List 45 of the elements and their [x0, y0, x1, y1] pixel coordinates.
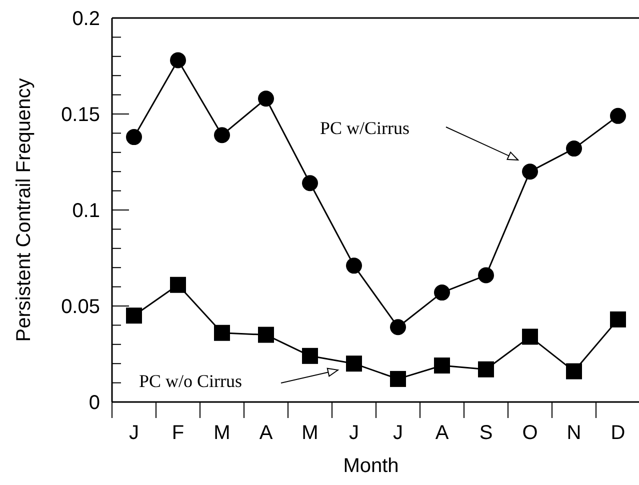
point: [302, 175, 318, 192]
x-tick-label: M: [302, 422, 318, 444]
point: [434, 284, 450, 301]
x-tick-label: M: [214, 422, 230, 444]
x-tick-label: A: [435, 422, 450, 444]
point: [478, 267, 494, 284]
point: [346, 356, 362, 372]
x-tick-label: N: [566, 422, 582, 444]
point: [610, 108, 626, 124]
point: [478, 361, 494, 378]
point: [390, 370, 406, 387]
point: [214, 324, 230, 341]
point: [126, 308, 142, 324]
y-tick-label: 0.05: [61, 296, 100, 318]
legend-label: PC w/o Cirrus: [139, 371, 242, 391]
y-tick-label: 0: [88, 392, 100, 414]
x-tick-label: A: [259, 422, 274, 444]
x-tick-label: O: [522, 422, 538, 444]
x-tick-label: J: [129, 422, 139, 444]
x-tick-label: S: [479, 422, 493, 444]
point: [126, 129, 142, 146]
point: [214, 127, 230, 144]
point: [390, 319, 406, 336]
point: [258, 90, 274, 107]
point: [522, 164, 538, 180]
y-tick-label: 0.2: [72, 8, 100, 30]
point: [170, 276, 186, 293]
point: [302, 348, 318, 364]
point: [346, 258, 362, 274]
x-tick-label: J: [349, 422, 359, 444]
point: [170, 52, 186, 68]
point: [434, 358, 450, 374]
series-label: PC w/Cirrus: [320, 118, 410, 138]
x-tick-label: J: [393, 422, 403, 444]
point: [258, 326, 274, 343]
point: [522, 328, 538, 345]
x-axis-title: Month: [343, 455, 399, 477]
point: [566, 140, 582, 157]
y-tick-label: 0.15: [61, 104, 100, 126]
point: [566, 363, 582, 380]
y-tick-label: 0.1: [72, 200, 100, 222]
x-tick-label: D: [610, 422, 626, 444]
y-axis-title: Persistent Contrail Frequency: [13, 78, 35, 342]
point: [610, 311, 626, 328]
x-tick-label: F: [172, 422, 184, 444]
